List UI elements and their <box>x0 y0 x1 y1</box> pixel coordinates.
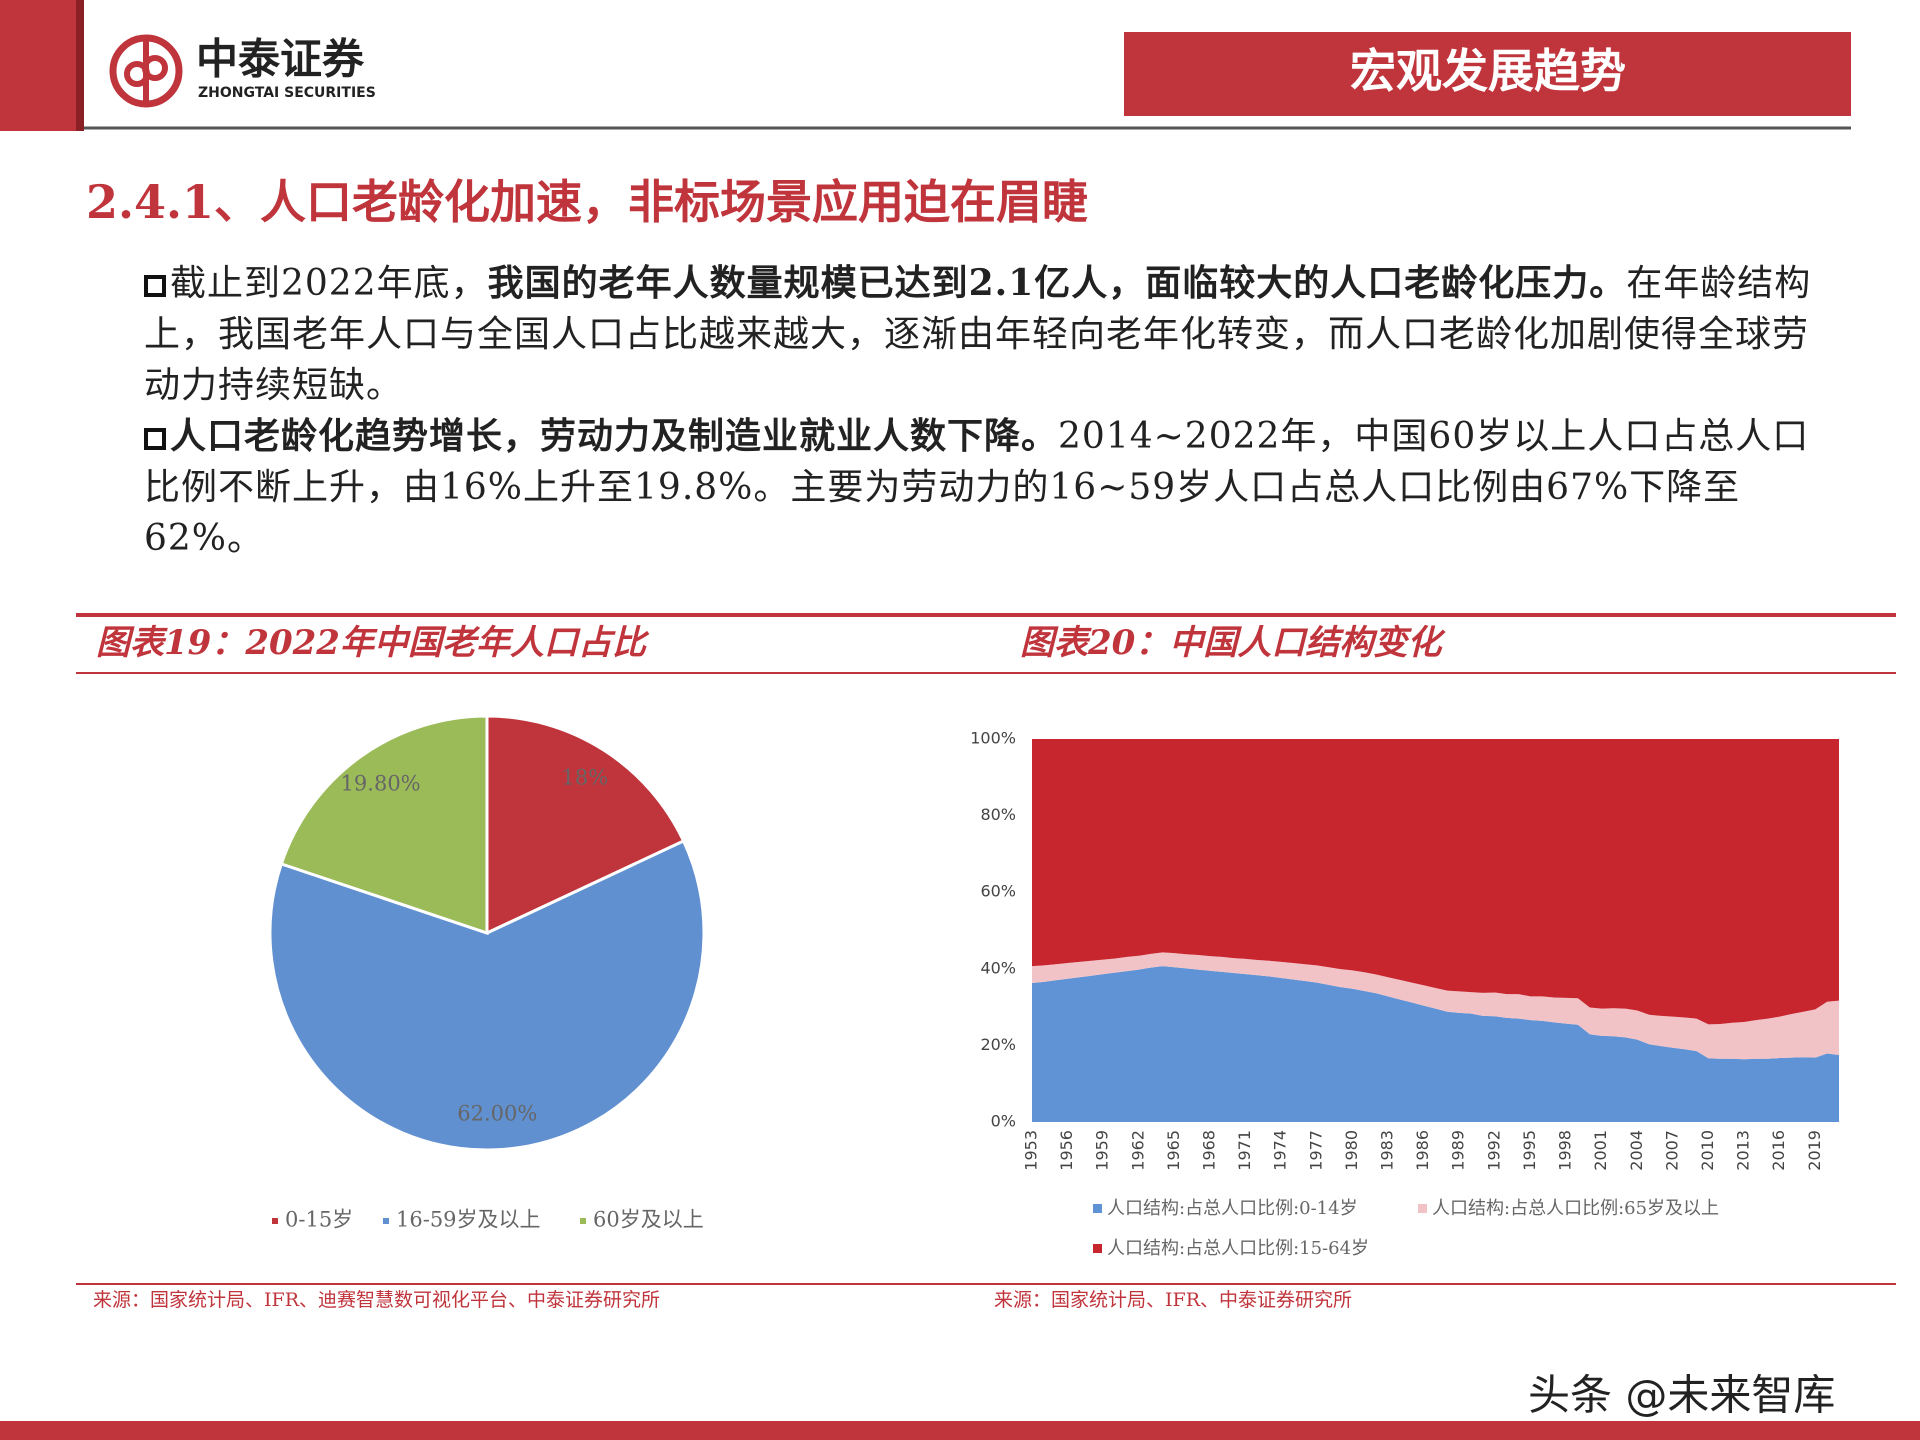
source: 来源：国家统计局、IFR、中泰证券研究所 <box>994 1289 1352 1311</box>
bullet <box>144 275 166 297</box>
legend-label: 0-15岁 <box>285 1208 353 1232</box>
x-tick-label: 2016 <box>1769 1130 1788 1171</box>
paragraph: 人口老龄化趋势增长，劳动力及制造业就业人数下降。2014~2022年，中国60岁… <box>144 411 1829 564</box>
legend-label: 人口结构:占总人口比例:15-64岁 <box>1107 1238 1369 1259</box>
data-label: 18% <box>562 766 609 790</box>
logo <box>109 34 183 108</box>
paragraph: 截止到2022年底，我国的老年人数量规模已达到2.1亿人，面临较大的人口老龄化压… <box>144 258 1829 411</box>
header-stripe-edge <box>76 0 84 131</box>
text-run: 在年龄结构上，我国老年人口与全国人口占比越来越大，逐渐由年轻向老年化转变，而人口… <box>144 263 1812 406</box>
pie-slice <box>268 839 706 1152</box>
x-tick-label: 1995 <box>1520 1130 1539 1171</box>
x-tick-label: 1971 <box>1235 1130 1254 1171</box>
footer-bar <box>0 1421 1920 1440</box>
header-stripe <box>0 0 84 131</box>
x-tick-label: 1989 <box>1449 1130 1468 1171</box>
legend-marker <box>1093 1244 1102 1253</box>
section-box <box>1124 32 1851 116</box>
legend-marker <box>272 1218 278 1224</box>
source: 来源：国家统计局、IFR、迪赛智慧数可视化平台、中泰证券研究所 <box>93 1289 660 1311</box>
text-run: 人口老龄化趋势增长，劳动力及制造业就业人数下降。 <box>170 415 1059 457</box>
x-tick-label: 2004 <box>1627 1130 1646 1171</box>
x-tick-label: 2007 <box>1662 1130 1681 1171</box>
x-tick-label: 1992 <box>1484 1130 1503 1171</box>
section-label: 宏观发展趋势 <box>1350 44 1626 98</box>
text-run: 截止到2022年底， <box>170 263 488 304</box>
x-tick-label: 2010 <box>1698 1130 1717 1171</box>
pie-slice <box>485 714 686 936</box>
text-run: 我国的老年人数量规模已达到2.1亿人，面临较大的人口老龄化压力。 <box>487 262 1627 304</box>
area <box>1032 952 1839 1060</box>
x-tick-label: 2013 <box>1734 1130 1753 1171</box>
legend-marker <box>1418 1204 1427 1213</box>
y-tick-label: 100% <box>970 729 1016 748</box>
page-title: 2.4.1、人口老龄化加速，非标场景应用迫在眉睫 <box>86 175 1088 229</box>
x-tick-label: 2001 <box>1591 1130 1610 1171</box>
bullet <box>144 428 166 450</box>
x-tick-label: 1974 <box>1271 1130 1290 1171</box>
y-tick-label: 0% <box>991 1112 1016 1131</box>
data-label: 62.00% <box>457 1101 537 1125</box>
chart-title: 图表19：2022年中国老年人口占比 <box>96 623 650 663</box>
legend-label: 人口结构:占总人口比例:65岁及以上 <box>1432 1198 1719 1219</box>
x-tick-label: 1962 <box>1128 1130 1147 1171</box>
body-text: 截止到2022年底，我国的老年人数量规模已达到2.1亿人，面临较大的人口老龄化压… <box>144 258 1829 564</box>
y-tick-label: 80% <box>980 805 1016 824</box>
x-tick-label: 1998 <box>1556 1130 1575 1171</box>
x-tick-label: 1953 <box>1022 1130 1041 1171</box>
watermark: 头条 @未来智库 <box>1528 1371 1835 1420</box>
pie-slice <box>279 714 489 936</box>
legend-marker <box>383 1218 389 1224</box>
data-label: 19.80% <box>341 771 421 795</box>
logo-cn: 中泰证券 <box>196 35 365 84</box>
legend-marker <box>580 1218 586 1224</box>
x-tick-label: 1980 <box>1342 1130 1361 1171</box>
area <box>1032 966 1839 1122</box>
y-tick-label: 40% <box>980 958 1016 977</box>
x-tick-label: 1977 <box>1306 1130 1325 1171</box>
x-tick-label: 2019 <box>1805 1130 1824 1171</box>
chart-title: 图表20：中国人口结构变化 <box>1020 623 1446 663</box>
y-tick-label: 20% <box>980 1035 1016 1054</box>
x-tick-label: 1983 <box>1378 1130 1397 1171</box>
legend-label: 人口结构:占总人口比例:0-14岁 <box>1107 1198 1358 1219</box>
area <box>1032 739 1839 1025</box>
y-tick-label: 60% <box>980 882 1016 901</box>
legend-marker <box>1093 1204 1102 1213</box>
text-run: 2014~2022年，中国60岁以上人口占总人口比例不断上升，由16%上升至19… <box>144 416 1810 559</box>
x-tick-label: 1986 <box>1413 1130 1432 1171</box>
x-tick-label: 1968 <box>1200 1130 1219 1171</box>
x-tick-label: 1965 <box>1164 1130 1183 1171</box>
logo-en: ZHONGTAI SECURITIES <box>198 85 376 101</box>
x-tick-label: 1959 <box>1093 1130 1112 1171</box>
legend-label: 16-59岁及以上 <box>396 1208 541 1232</box>
legend-label: 60岁及以上 <box>593 1208 704 1232</box>
x-tick-label: 1956 <box>1057 1130 1076 1171</box>
